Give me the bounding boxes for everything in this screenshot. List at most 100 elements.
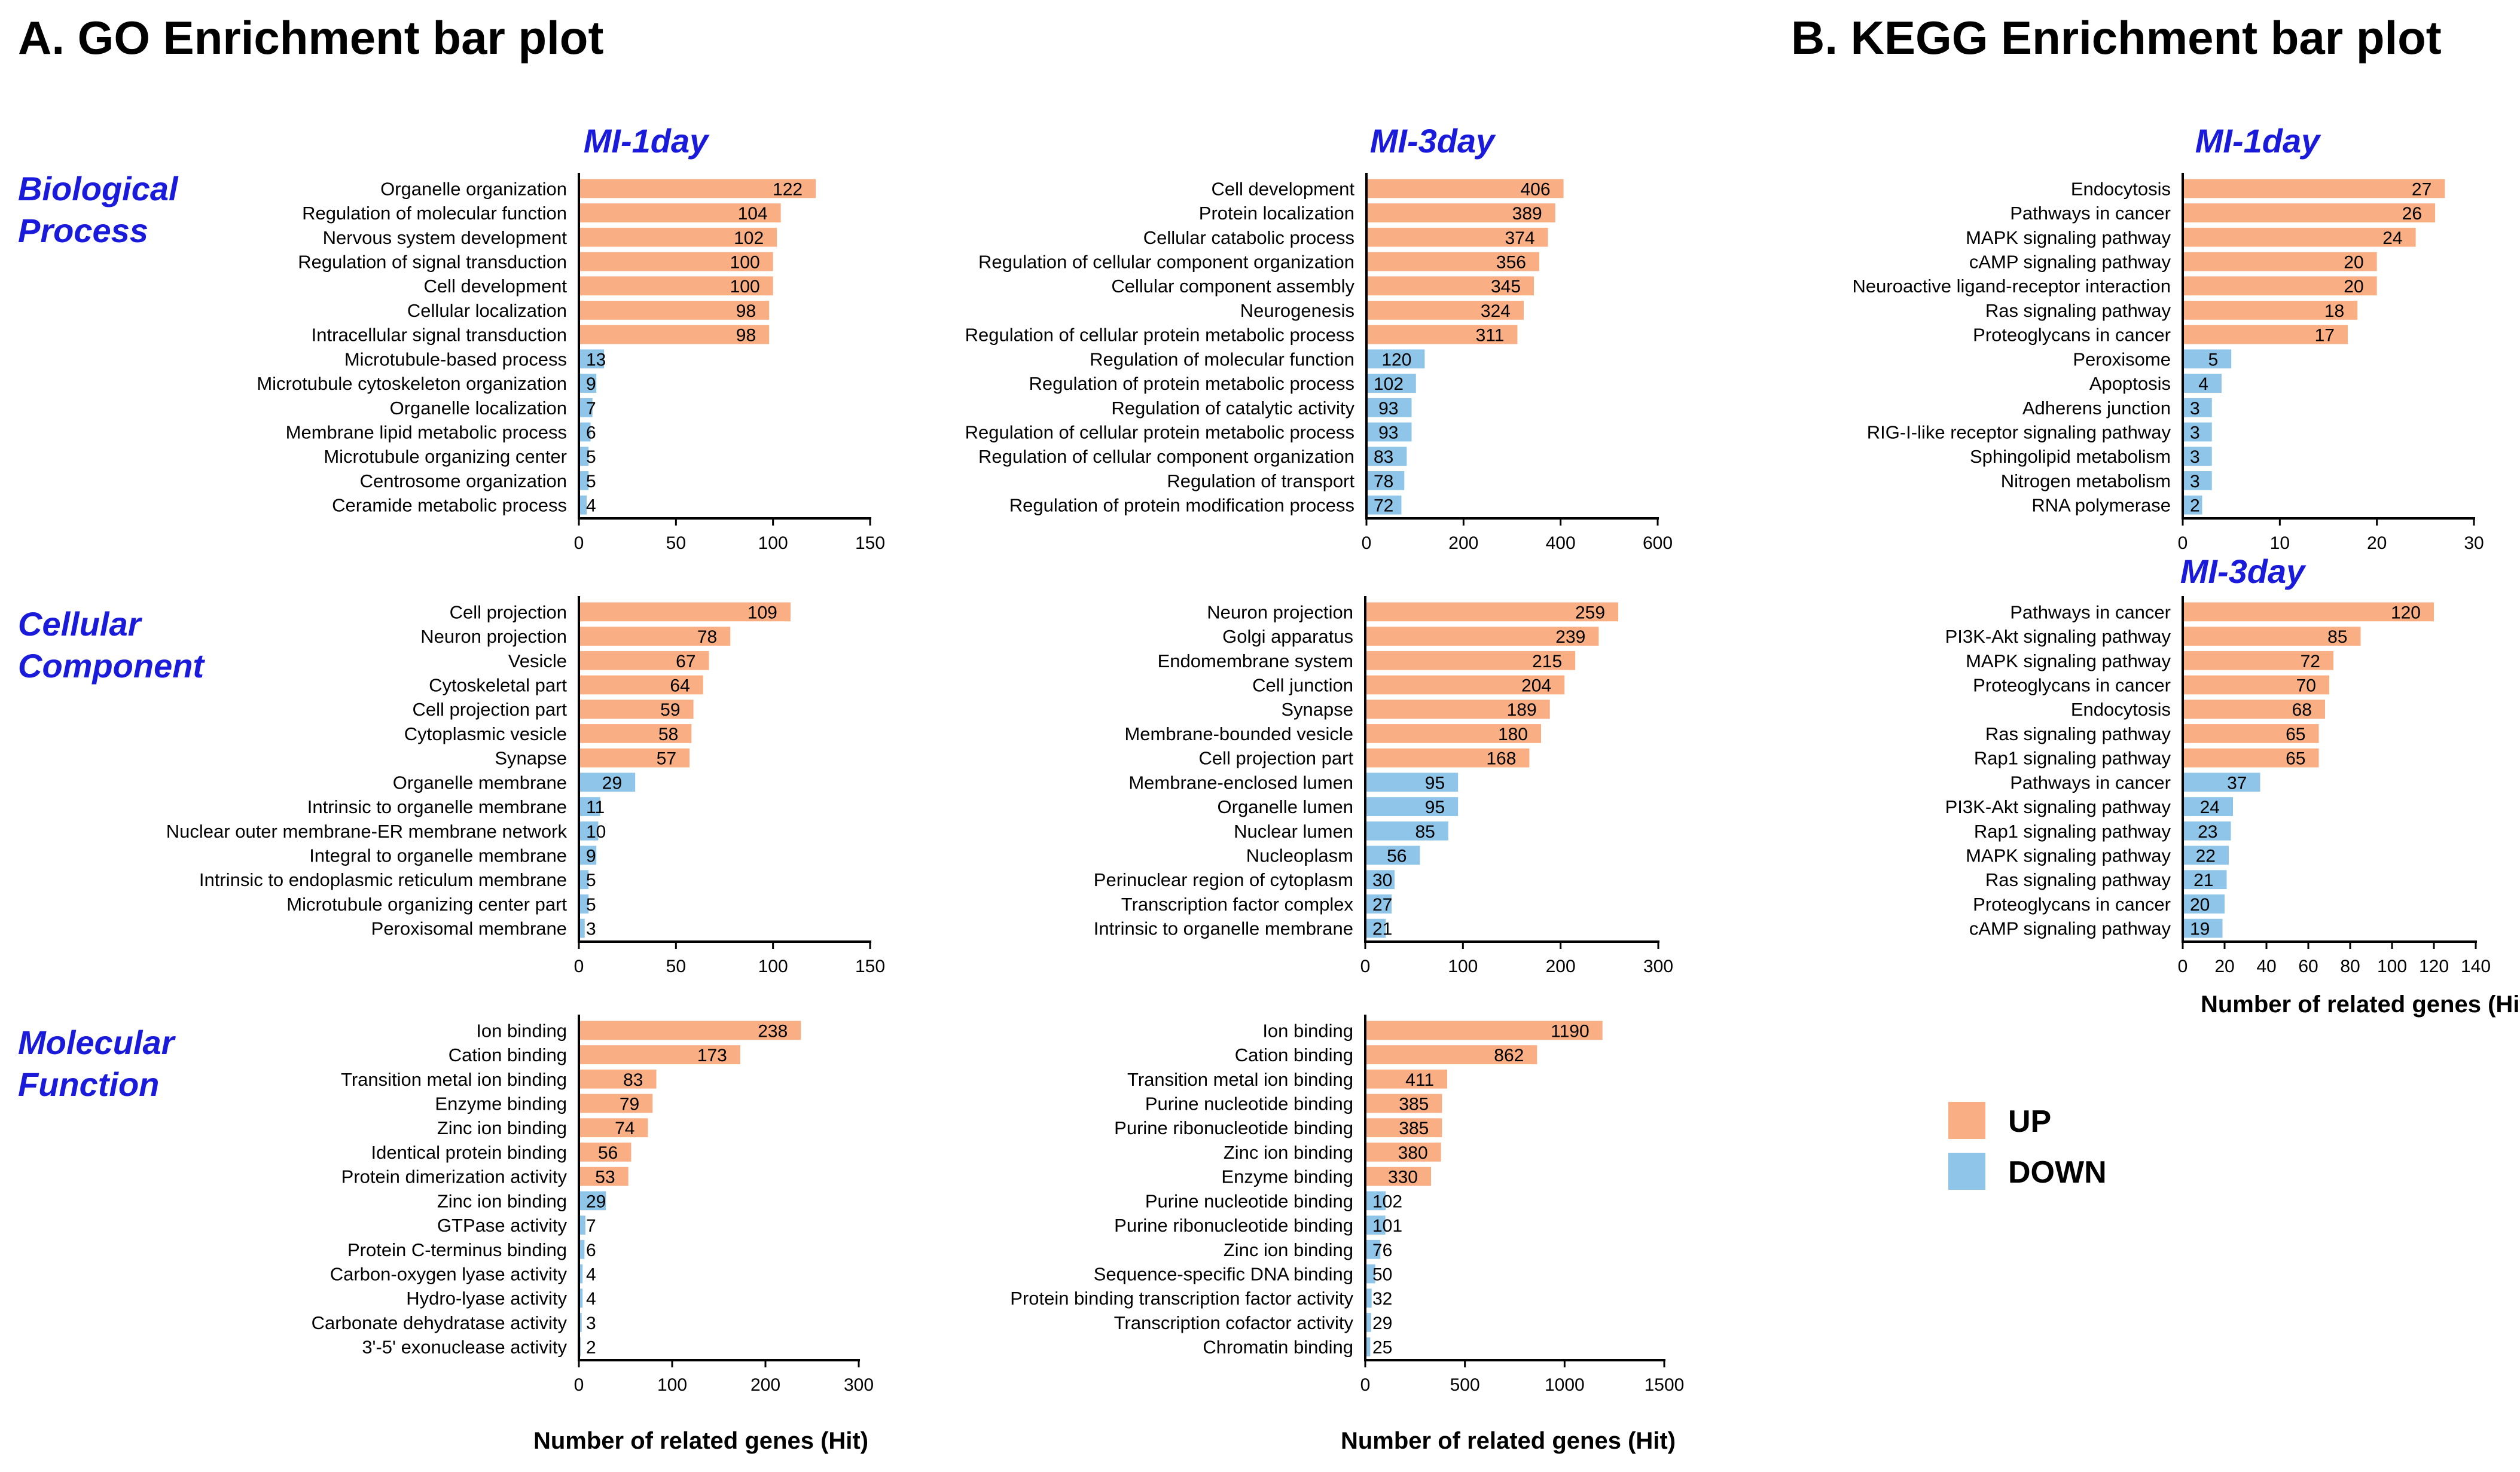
value-label: 122 [773,179,803,199]
category-label: Peroxisome [2073,349,2171,369]
value-label: 23 [2198,822,2217,842]
value-label: 17 [2315,326,2335,346]
category-label: Microtubule-based process [344,349,567,369]
bar [1365,700,1550,719]
value-label: 72 [2301,652,2320,671]
bar [2183,325,2348,344]
bar [1365,651,1576,670]
bar [1366,203,1555,222]
legend-up-label: UP [2008,1104,2051,1139]
category-label: Hydro-lyase activity [406,1288,567,1309]
x-tick-label: 0 [574,1375,584,1395]
x-tick-label: 150 [855,957,885,976]
row-title-bp-line2: Process [18,212,148,249]
bar [579,325,770,344]
category-label: Ion binding [476,1020,567,1041]
value-label: 57 [657,749,676,769]
value-label: 27 [2412,179,2431,199]
value-label: 3 [2190,423,2200,443]
bar [579,349,605,369]
bar [1365,1216,1386,1235]
value-label: 18 [2324,301,2344,321]
bar [2183,627,2361,646]
value-label: 100 [730,253,760,273]
category-label: Endocytosis [2071,178,2171,199]
row-title-cc-line2: Component [18,647,205,685]
value-label: 67 [676,652,695,671]
x-tick-label: 300 [844,1375,874,1395]
bar [1365,1021,1603,1040]
category-label: Transition metal ion binding [341,1069,567,1090]
category-label: Golgi apparatus [1222,626,1353,647]
value-label: 4 [586,1265,596,1285]
row-title-mf-line1: Molecular [18,1024,176,1061]
value-label: 56 [598,1143,618,1163]
category-label: Regulation of cellular protein metabolic… [965,325,1354,346]
category-label: Regulation of protein modification proce… [1009,495,1354,516]
value-label: 389 [1512,204,1542,224]
category-label: Regulation of protein metabolic process [1029,373,1354,394]
x-tick-label: 80 [2340,957,2360,976]
value-label: 238 [758,1021,788,1041]
category-label: Nervous system development [323,227,568,248]
bar [1365,772,1459,792]
bar [579,447,589,466]
bar [1365,1143,1441,1162]
category-label: Transcription factor complex [1121,894,1354,915]
value-label: 13 [586,350,606,369]
x-tick-label: 0 [2178,533,2188,553]
value-label: 25 [1372,1338,1392,1358]
value-label: 74 [615,1119,634,1138]
value-label: 78 [697,627,717,647]
value-label: 4 [586,1289,596,1309]
bar [579,918,585,938]
category-label: Regulation of signal transduction [298,252,567,273]
value-label: 9 [586,374,596,394]
category-label: PI3K-Akt signaling pathway [1945,796,2171,817]
value-label: 19 [2190,920,2210,939]
value-label: 259 [1575,603,1605,622]
value-label: 100 [730,277,760,297]
category-label: Carbonate dehydratase activity [312,1312,568,1333]
value-label: 21 [2193,871,2213,890]
bar [579,1264,583,1284]
value-label: 4 [586,496,596,516]
charts-layer: MI-1day Organelle organization 122 Regulati… [166,122,2491,1395]
bar [1366,447,1407,466]
x-tick-label: 200 [1546,957,1576,976]
bar [1365,1166,1431,1186]
x-axis-title-mf-1day: Number of related genes (Hit) [533,1428,868,1454]
bar [1366,398,1412,417]
value-label: 215 [1532,652,1562,671]
chart-title-kegg-1day: MI-1day [2195,122,2321,160]
value-label: 70 [2296,676,2316,696]
x-tick-label: 0 [574,533,584,553]
bar [1365,724,1541,743]
value-label: 64 [670,676,690,696]
x-tick-label: 400 [1546,533,1576,553]
category-label: Cellular localization [407,300,567,321]
value-label: 76 [1372,1241,1392,1260]
legend-down-swatch [1948,1153,1985,1190]
x-tick-label: 500 [1450,1375,1480,1395]
bar [1365,870,1395,890]
bar [2183,602,2434,622]
bar [579,422,591,442]
bar [579,651,709,670]
chart-title-go-bp-3day: MI-3day [1370,122,1496,160]
value-label: 10 [586,822,606,842]
category-label: Cation binding [449,1045,567,1065]
bar [1365,748,1530,768]
bar [579,1166,629,1186]
category-label: MAPK signaling pathway [1966,845,2171,866]
value-label: 5 [586,871,596,890]
bar [1365,675,1565,695]
value-label: 109 [748,603,777,622]
bar [2183,700,2325,719]
category-label: Cell projection part [413,699,568,720]
value-label: 29 [1372,1314,1392,1333]
bar [579,1216,585,1235]
bar [1366,276,1534,296]
value-label: 11 [586,798,605,817]
